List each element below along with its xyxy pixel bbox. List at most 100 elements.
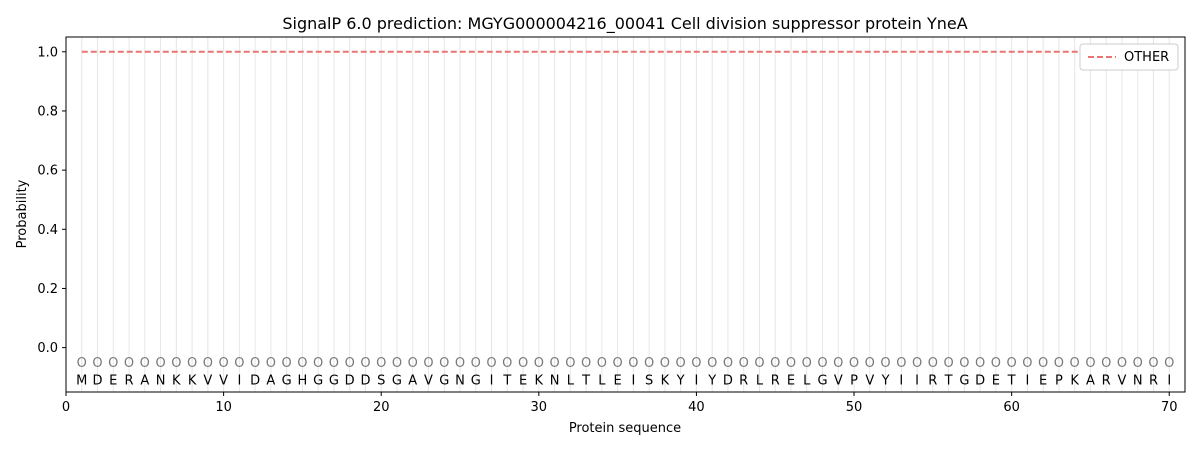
- x-axis-label: Protein sequence: [569, 421, 681, 436]
- sequence-letter: K: [1070, 374, 1079, 389]
- x-tick-label: 60: [1003, 400, 1020, 415]
- sequence-letter: V: [219, 374, 228, 389]
- sequence-letter: T: [1007, 374, 1016, 389]
- residue-label-mark: O: [959, 356, 969, 371]
- sequence-letter: H: [298, 374, 308, 389]
- residue-label-mark: O: [187, 356, 197, 371]
- sequence-letter: V: [834, 374, 843, 389]
- sequence-letter: K: [661, 374, 670, 389]
- residue-label-mark: O: [549, 356, 559, 371]
- sequence-letter: I: [915, 374, 919, 389]
- sequence-letter: R: [1149, 374, 1158, 389]
- sequence-letter: E: [1039, 374, 1047, 389]
- residue-label-mark: O: [802, 356, 812, 371]
- residue-label-mark: O: [1022, 356, 1032, 371]
- y-tick-label: 0.6: [37, 164, 58, 179]
- residue-label-mark: O: [597, 356, 607, 371]
- sequence-letter: R: [1102, 374, 1111, 389]
- residue-label-mark: O: [1085, 356, 1095, 371]
- sequence-letter: N: [156, 374, 166, 389]
- chart-title: SignalP 6.0 prediction: MGYG000004216_00…: [282, 14, 967, 34]
- y-tick-label: 0.4: [37, 223, 58, 238]
- residue-label-mark: O: [691, 356, 701, 371]
- residue-label-mark: O: [865, 356, 875, 371]
- sequence-letter: V: [865, 374, 874, 389]
- sequence-letter: V: [424, 374, 433, 389]
- sequence-letter: Y: [707, 374, 716, 389]
- residue-label-mark: O: [739, 356, 749, 371]
- residue-label-mark: O: [155, 356, 165, 371]
- sequence-letter: R: [928, 374, 937, 389]
- residue-label-mark: O: [203, 356, 213, 371]
- sequence-letter: A: [266, 374, 275, 389]
- residue-label-mark: O: [392, 356, 402, 371]
- residue-label-mark: O: [266, 356, 276, 371]
- residue-label-mark: O: [849, 356, 859, 371]
- sequence-letter: I: [490, 374, 494, 389]
- legend: OTHER: [1079, 43, 1179, 71]
- sequence-letter: D: [723, 374, 733, 389]
- residue-label-mark: O: [455, 356, 465, 371]
- residue-label-mark: O: [376, 356, 386, 371]
- residue-label-mark: O: [502, 356, 512, 371]
- sequence-letter: T: [502, 374, 511, 389]
- residue-label-mark: O: [534, 356, 544, 371]
- residue-label-mark: O: [975, 356, 985, 371]
- residue-label-mark: O: [408, 356, 418, 371]
- sequence-letter: P: [1055, 374, 1063, 389]
- sequence-letter: D: [360, 374, 370, 389]
- sequence-letter: R: [739, 374, 748, 389]
- grid-lines: [81, 37, 1170, 392]
- residue-label-mark: O: [817, 356, 827, 371]
- residue-label-mark: O: [297, 356, 307, 371]
- residue-label-mark: O: [707, 356, 717, 371]
- sequence-letter: I: [237, 374, 241, 389]
- sequence-letter: G: [439, 374, 449, 389]
- x-tick-label: 70: [1161, 400, 1178, 415]
- residue-label-mark: O: [786, 356, 796, 371]
- y-tick-label: 0.8: [37, 104, 58, 119]
- x-tick-label: 40: [688, 400, 705, 415]
- sequence-letter: E: [992, 374, 1000, 389]
- sequence-letter: I: [631, 374, 635, 389]
- sequence-letter: D: [93, 374, 103, 389]
- residue-label-mark: O: [1054, 356, 1064, 371]
- sequence-letter: I: [695, 374, 699, 389]
- residue-label-mark: O: [234, 356, 244, 371]
- sequence-letter: G: [282, 374, 292, 389]
- sequence-letter: A: [408, 374, 417, 389]
- sequence-letter: E: [519, 374, 527, 389]
- residue-label-mark: O: [1117, 356, 1127, 371]
- residue-label-mark: O: [250, 356, 260, 371]
- sequence-letter: L: [567, 374, 575, 389]
- residue-label-mark: O: [486, 356, 496, 371]
- sequence-letter: A: [1086, 374, 1095, 389]
- residue-label-mark: O: [723, 356, 733, 371]
- sequence-letter: Y: [881, 374, 890, 389]
- sequence-letter: R: [771, 374, 780, 389]
- residue-label-mark: O: [1070, 356, 1080, 371]
- residue-label-mark: O: [880, 356, 890, 371]
- plot-frame: [65, 36, 1186, 393]
- sequence-letter: K: [172, 374, 181, 389]
- residue-label-mark: O: [928, 356, 938, 371]
- residue-label-mark: O: [1101, 356, 1111, 371]
- sequence-letter: I: [1167, 374, 1171, 389]
- x-axis-ticks: 0 10 20 30 40 50 60 70: [62, 392, 1178, 415]
- residue-label-mark: O: [660, 356, 670, 371]
- residue-label-mark: O: [77, 356, 87, 371]
- sequence-letter: V: [203, 374, 212, 389]
- sequence-letter: T: [581, 374, 590, 389]
- residue-label-mark: O: [423, 356, 433, 371]
- sequence-letter: G: [817, 374, 827, 389]
- residue-label-mark: O: [1133, 356, 1143, 371]
- sequence-letter: D: [250, 374, 260, 389]
- residue-label-mark: O: [218, 356, 228, 371]
- residue-label-mark: O: [1007, 356, 1017, 371]
- residue-label-mark: O: [171, 356, 181, 371]
- sequence-letter: G: [392, 374, 402, 389]
- residue-label-mark: O: [628, 356, 638, 371]
- residue-label-mark: O: [329, 356, 339, 371]
